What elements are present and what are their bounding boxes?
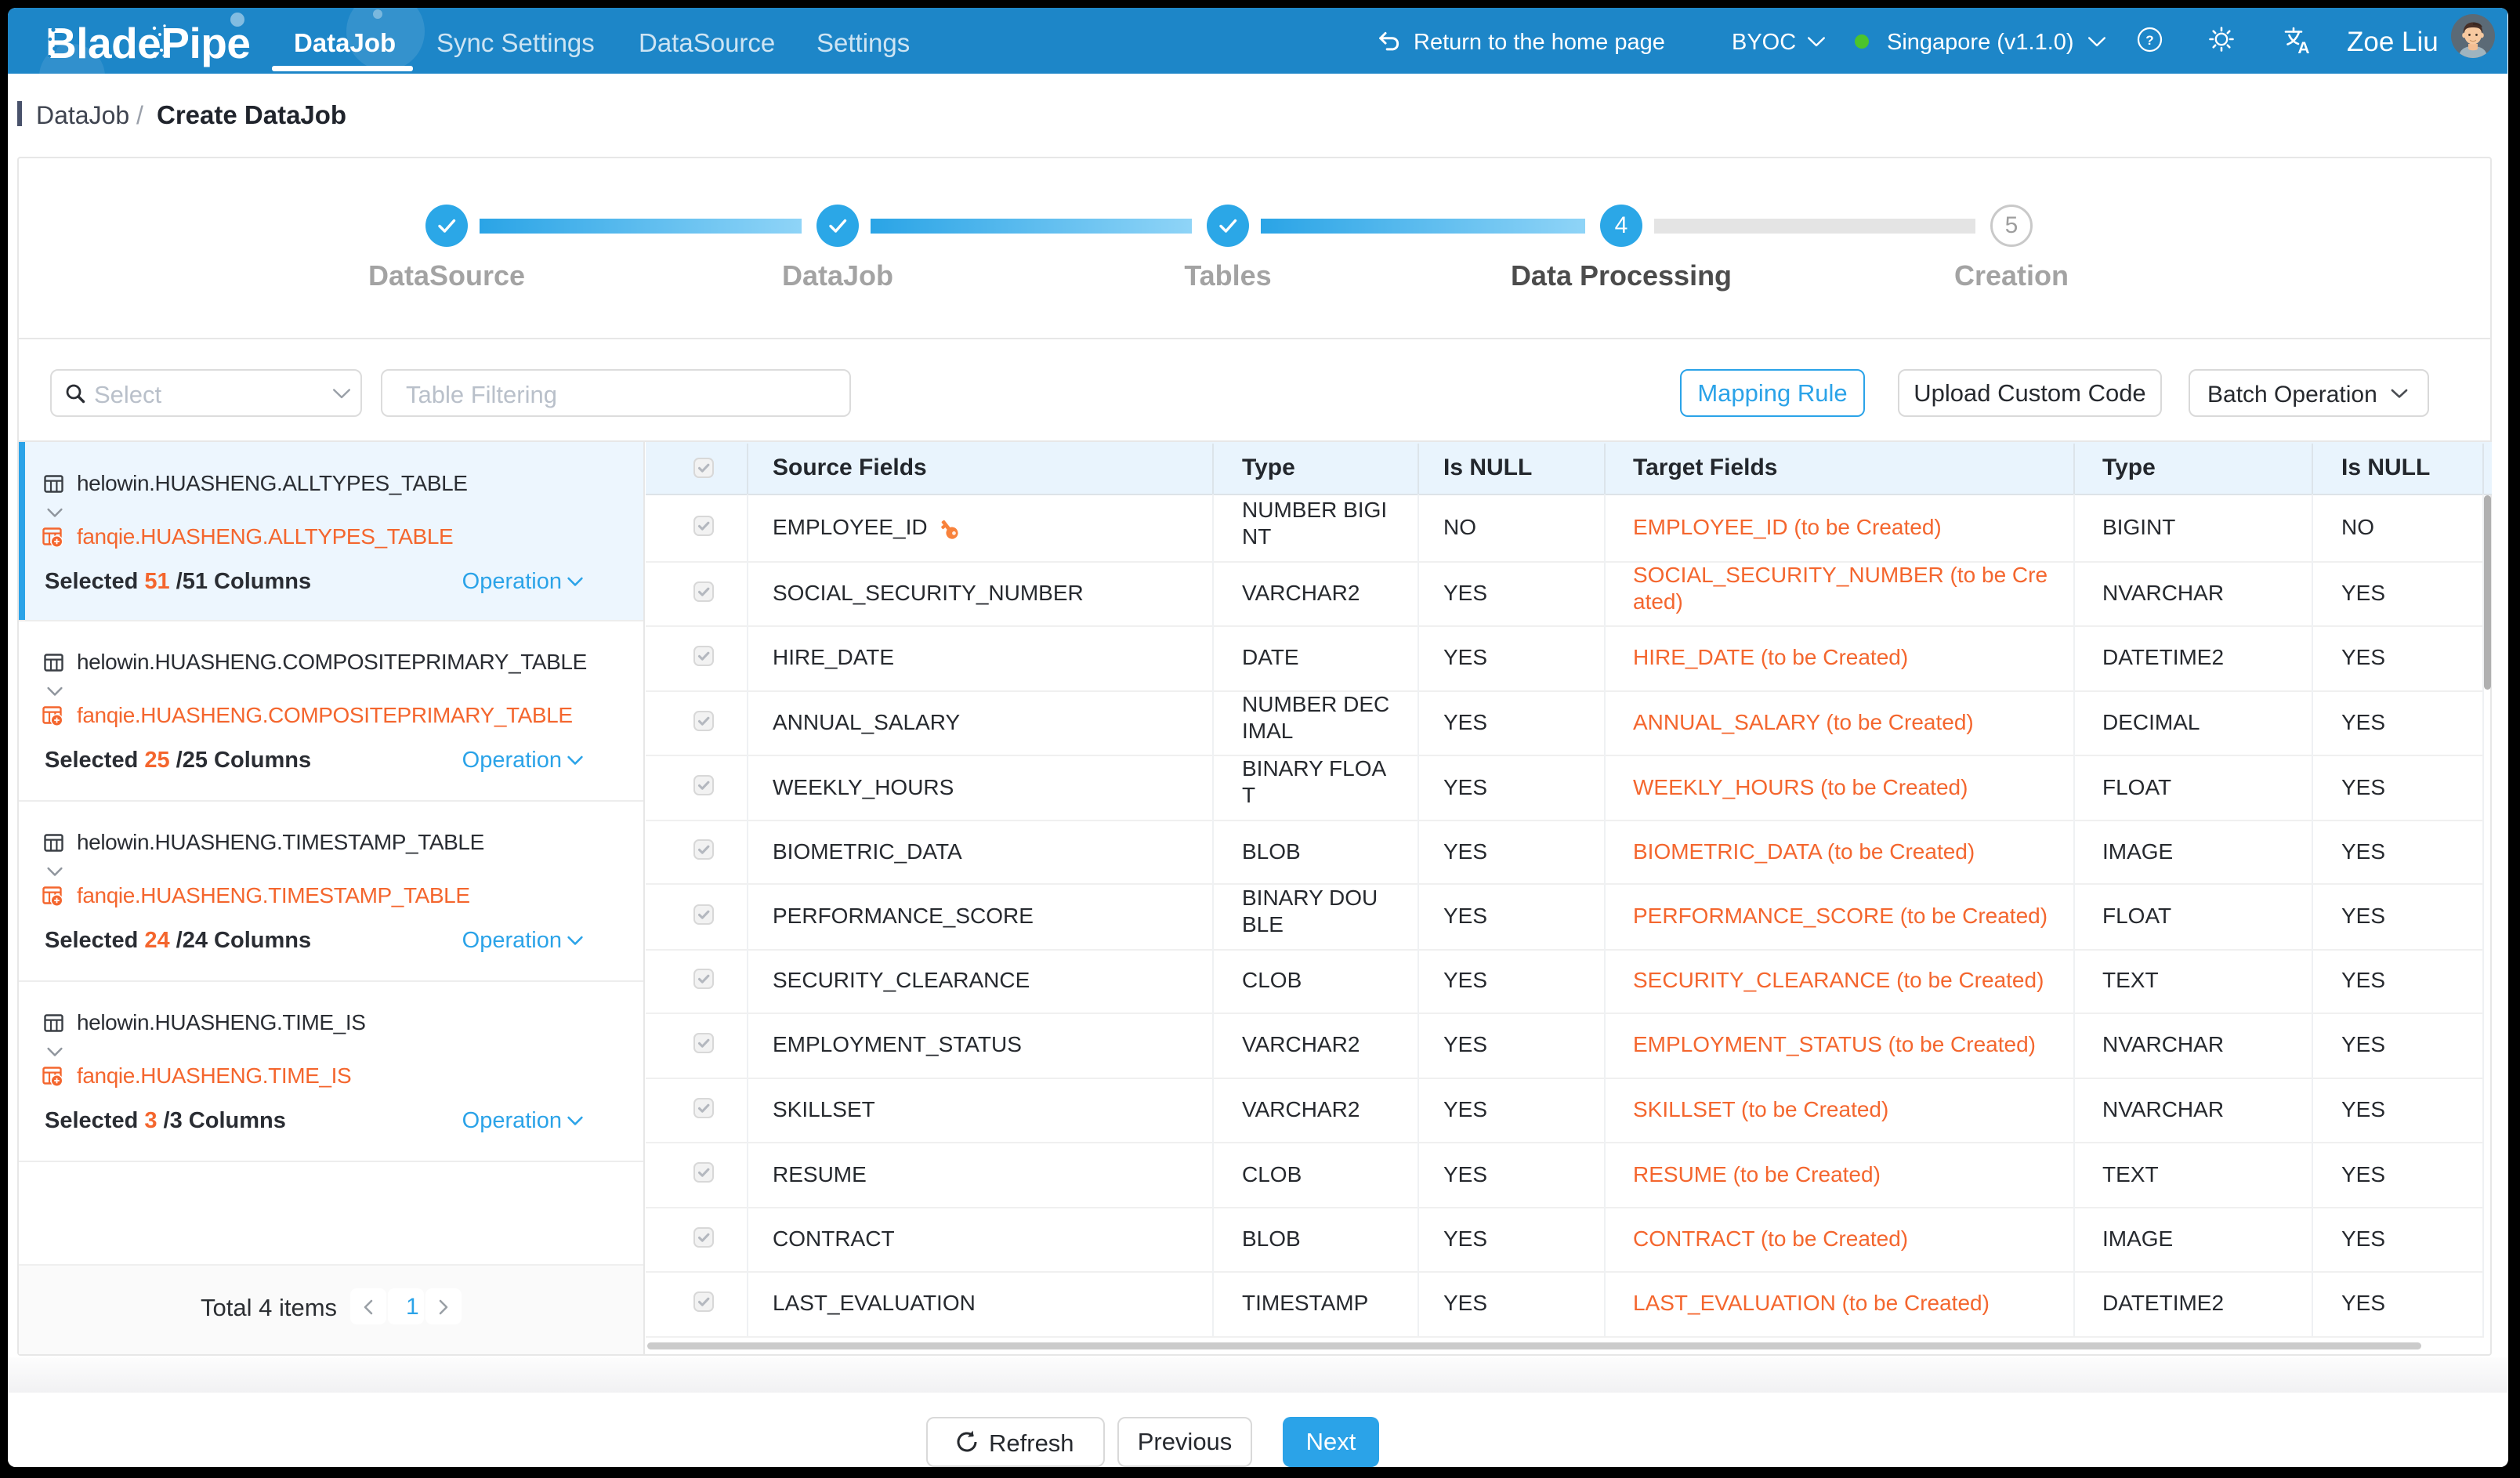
svg-text:?: ? xyxy=(2145,33,2153,48)
svg-text:A: A xyxy=(2297,39,2309,56)
